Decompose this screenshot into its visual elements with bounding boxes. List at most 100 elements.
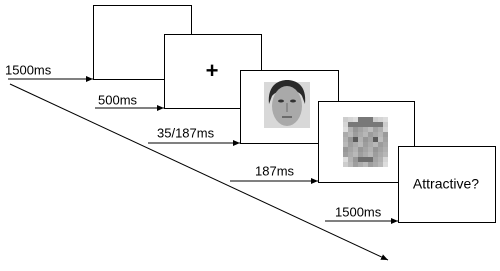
pixel (368, 117, 373, 122)
pixel (348, 117, 353, 122)
pixel (353, 122, 358, 127)
pixel (353, 147, 358, 152)
pixel (378, 142, 383, 147)
pixel (373, 127, 378, 132)
pixel (358, 147, 363, 152)
time-arrow (9, 83, 389, 261)
pixel (343, 122, 348, 127)
pixel (353, 127, 358, 132)
pixel (358, 162, 363, 167)
duration-label: 35/187ms (157, 125, 215, 140)
pixel (363, 117, 368, 122)
pixel (358, 132, 363, 137)
pixel (383, 152, 388, 157)
pixel (363, 132, 368, 137)
pixel (353, 152, 358, 157)
face-image (264, 80, 310, 128)
duration-label: 500ms (98, 92, 138, 107)
pixel (363, 142, 368, 147)
pixel (383, 122, 388, 127)
pixel (343, 147, 348, 152)
pixel (378, 157, 383, 162)
pixel (383, 157, 388, 162)
pixel (378, 117, 383, 122)
pixel (378, 122, 383, 127)
pixel (373, 157, 378, 162)
pixel (373, 122, 378, 127)
frame-question (398, 146, 496, 223)
pixel (378, 127, 383, 132)
pixel (348, 142, 353, 147)
duration-label: 187ms (255, 163, 295, 178)
pixel (363, 157, 368, 162)
pixel (368, 157, 373, 162)
pixel (383, 142, 388, 147)
pixel (378, 132, 383, 137)
pixel (348, 132, 353, 137)
pixel (378, 137, 383, 142)
fixation-cross: + (206, 58, 219, 83)
pixel (373, 142, 378, 147)
pixel (383, 147, 388, 152)
pixel (383, 137, 388, 142)
pixelated-face (343, 117, 388, 167)
pixel (383, 117, 388, 122)
pixel (348, 127, 353, 132)
pixel (358, 142, 363, 147)
pixel (363, 152, 368, 157)
pixel (353, 162, 358, 167)
pixel (358, 122, 363, 127)
pixel (368, 147, 373, 152)
pixel (353, 157, 358, 162)
pixel (348, 152, 353, 157)
pixel (368, 137, 373, 142)
pixel (373, 162, 378, 167)
pixel (373, 152, 378, 157)
pixel (348, 147, 353, 152)
pixel (358, 137, 363, 142)
duration-label: 1500ms (5, 62, 52, 77)
question-text: Attractive? (413, 176, 479, 192)
pixel (348, 162, 353, 167)
pixel (353, 117, 358, 122)
pixel (368, 162, 373, 167)
duration-label: 1500ms (335, 204, 382, 219)
pixel (373, 117, 378, 122)
pixel (363, 162, 368, 167)
pixel (383, 132, 388, 137)
pixel (358, 117, 363, 122)
pixel (368, 132, 373, 137)
pixel (383, 127, 388, 132)
pixel (348, 137, 353, 142)
pixel (353, 132, 358, 137)
pixel (343, 157, 348, 162)
pixel (378, 147, 383, 152)
pixel (373, 132, 378, 137)
pixel (373, 147, 378, 152)
pixel (353, 137, 358, 142)
pixel (358, 127, 363, 132)
pixel (343, 142, 348, 147)
pixel (373, 137, 378, 142)
pixel (348, 122, 353, 127)
pixel (343, 152, 348, 157)
pixel (343, 162, 348, 167)
pixel (353, 142, 358, 147)
pixel (363, 137, 368, 142)
pixel (368, 127, 373, 132)
pixel (378, 162, 383, 167)
pixel (343, 137, 348, 142)
pixel (363, 127, 368, 132)
pixel (383, 162, 388, 167)
pixel (363, 122, 368, 127)
pixel (358, 157, 363, 162)
pixel (343, 117, 348, 122)
pixel (368, 142, 373, 147)
pixel (368, 122, 373, 127)
pixel (358, 152, 363, 157)
pixel (378, 152, 383, 157)
pixel (363, 147, 368, 152)
pixel (368, 152, 373, 157)
pixel (348, 157, 353, 162)
